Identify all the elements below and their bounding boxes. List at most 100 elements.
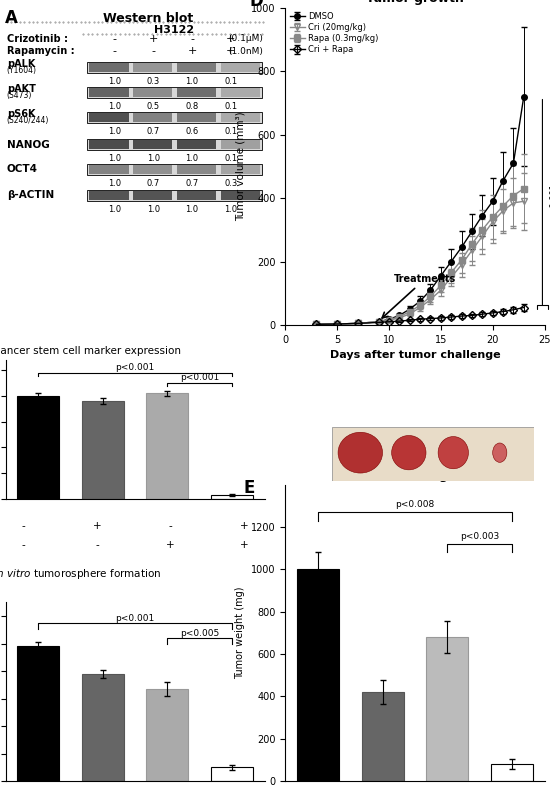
Bar [426,637,468,781]
Text: 0.6: 0.6 [185,127,199,136]
Text: Western blot: Western blot [103,12,193,24]
Text: +: + [226,34,235,44]
Text: β-ACTIN: β-ACTIN [7,190,54,200]
Ellipse shape [438,436,469,469]
Bar [133,63,172,72]
Text: A: A [5,9,18,27]
Text: +: + [148,34,158,44]
Text: E: E [244,479,255,496]
Text: -: - [22,540,25,551]
Bar [177,63,216,72]
Text: +: + [226,47,235,56]
Text: 1.0: 1.0 [185,155,199,163]
Text: -: - [22,521,25,531]
Text: (S240/244): (S240/244) [7,116,49,125]
Bar [146,689,188,781]
Text: p<0.001: p<0.001 [116,363,155,372]
Text: 1.0: 1.0 [224,205,238,214]
Text: 1.0: 1.0 [108,77,121,86]
Text: p<0.001: p<0.001 [116,614,155,623]
Text: p<0.001: p<0.001 [180,373,219,383]
Ellipse shape [392,436,426,469]
Bar [82,401,124,499]
Text: p<0.005: p<0.005 [180,629,219,638]
Text: (0.1μM): (0.1μM) [228,35,263,43]
Text: -: - [112,47,117,56]
Y-axis label: Tumor volume (mm³): Tumor volume (mm³) [235,111,246,221]
Text: 0.1: 0.1 [224,127,238,136]
Text: pAKT: pAKT [7,84,36,94]
Bar [89,88,129,97]
Bar [87,164,262,174]
Text: -: - [95,540,99,551]
Text: Cancer stem cell marker expression: Cancer stem cell marker expression [0,346,180,356]
Text: 0.7: 0.7 [147,179,160,188]
Bar [491,765,533,781]
Text: 0.3: 0.3 [147,77,160,86]
Text: 0.1: 0.1 [224,103,238,111]
Text: Crizotinib :: Crizotinib : [7,34,68,44]
Bar [133,191,172,200]
Text: 1.0: 1.0 [147,205,159,214]
Text: pALK: pALK [7,59,35,69]
Bar [177,113,216,122]
Bar [221,88,260,97]
Text: (Y1604): (Y1604) [7,66,37,76]
Text: NANOG: NANOG [7,140,50,150]
Text: 1.0: 1.0 [185,205,199,214]
Bar [133,165,172,174]
Text: Rapamycin :: Rapamycin : [7,47,74,56]
Text: 0.1: 0.1 [224,77,238,86]
Ellipse shape [493,443,507,462]
Bar [17,646,59,781]
Legend: DMSO, Cri (20mg/kg), Rapa (0.3mg/kg), Cri + Rapa: DMSO, Cri (20mg/kg), Rapa (0.3mg/kg), Cr… [289,12,378,54]
Text: 1.0: 1.0 [108,103,121,111]
Bar [133,88,172,97]
Bar [89,140,129,149]
Bar [89,165,129,174]
Bar [362,692,404,781]
Bar [211,768,253,781]
Bar [87,88,262,98]
Bar [211,495,253,499]
Bar [221,113,260,122]
Text: Treatments: Treatments [382,274,456,318]
Text: OCT4: OCT4 [7,164,38,174]
X-axis label: Days after tumor challenge: Days after tumor challenge [329,350,500,361]
Text: +: + [240,521,248,531]
Text: +: + [93,521,101,531]
Text: (1.0nM): (1.0nM) [228,47,263,56]
Text: 0.3: 0.3 [224,179,238,188]
Text: H3122: H3122 [154,25,194,36]
Text: D: D [249,0,263,10]
Bar [177,191,216,200]
Text: 1.0: 1.0 [147,155,159,163]
Y-axis label: Tumor weight (mg): Tumor weight (mg) [235,586,245,679]
Text: 0.1: 0.1 [224,155,238,163]
Bar [89,113,129,122]
Bar [17,396,59,499]
Bar [177,165,216,174]
Text: -: - [151,47,155,56]
Text: 0.7: 0.7 [147,127,160,136]
Bar [87,140,262,150]
Text: 0.7: 0.7 [185,179,199,188]
Text: +: + [166,540,175,551]
Text: 1.0: 1.0 [108,179,121,188]
Bar [87,62,262,73]
Title: Tumor growth: Tumor growth [366,0,464,6]
Bar [221,140,260,149]
Bar [133,140,172,149]
Ellipse shape [338,432,383,473]
Text: 1.0: 1.0 [108,127,121,136]
Bar [87,112,262,122]
Text: +: + [240,540,248,551]
Text: 0.8: 0.8 [185,103,199,111]
Text: $\it{In\ vitro}$ tumorosphere formation: $\it{In\ vitro}$ tumorosphere formation [0,567,161,581]
Bar [82,674,124,781]
Text: 1.0: 1.0 [108,205,121,214]
Text: 1.0: 1.0 [108,155,121,163]
Bar [221,165,260,174]
Title: Tumor weight: Tumor weight [367,469,463,482]
Bar [89,191,129,200]
